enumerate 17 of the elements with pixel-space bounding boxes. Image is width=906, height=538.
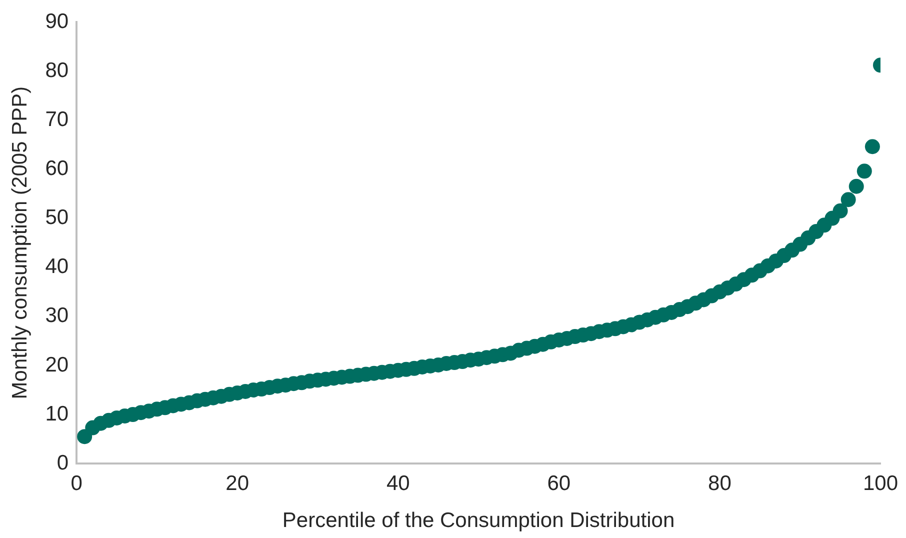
x-tick-label: 100 xyxy=(862,472,898,495)
y-tick-label: 10 xyxy=(45,402,69,426)
y-tick-label: 20 xyxy=(45,353,69,376)
y-tick-label: 80 xyxy=(45,58,69,82)
y-tick-label: 70 xyxy=(45,108,69,131)
y-axis-title: Monthly consumption (2005 PPP) xyxy=(8,86,32,400)
y-tick-label: 90 xyxy=(45,10,69,33)
y-tick-label: 60 xyxy=(45,156,69,180)
x-tick-label: 20 xyxy=(226,472,250,495)
x-tick-label: 80 xyxy=(708,472,732,495)
x-tick-label: 60 xyxy=(547,472,571,495)
y-tick-label: 50 xyxy=(45,206,69,230)
x-axis-title: Percentile of the Consumption Distribution xyxy=(282,509,675,532)
y-tick-label: 30 xyxy=(45,304,69,328)
y-tick-label: 40 xyxy=(45,255,69,278)
x-tick-label: 40 xyxy=(386,472,410,495)
y-tick-label: 0 xyxy=(56,451,69,474)
